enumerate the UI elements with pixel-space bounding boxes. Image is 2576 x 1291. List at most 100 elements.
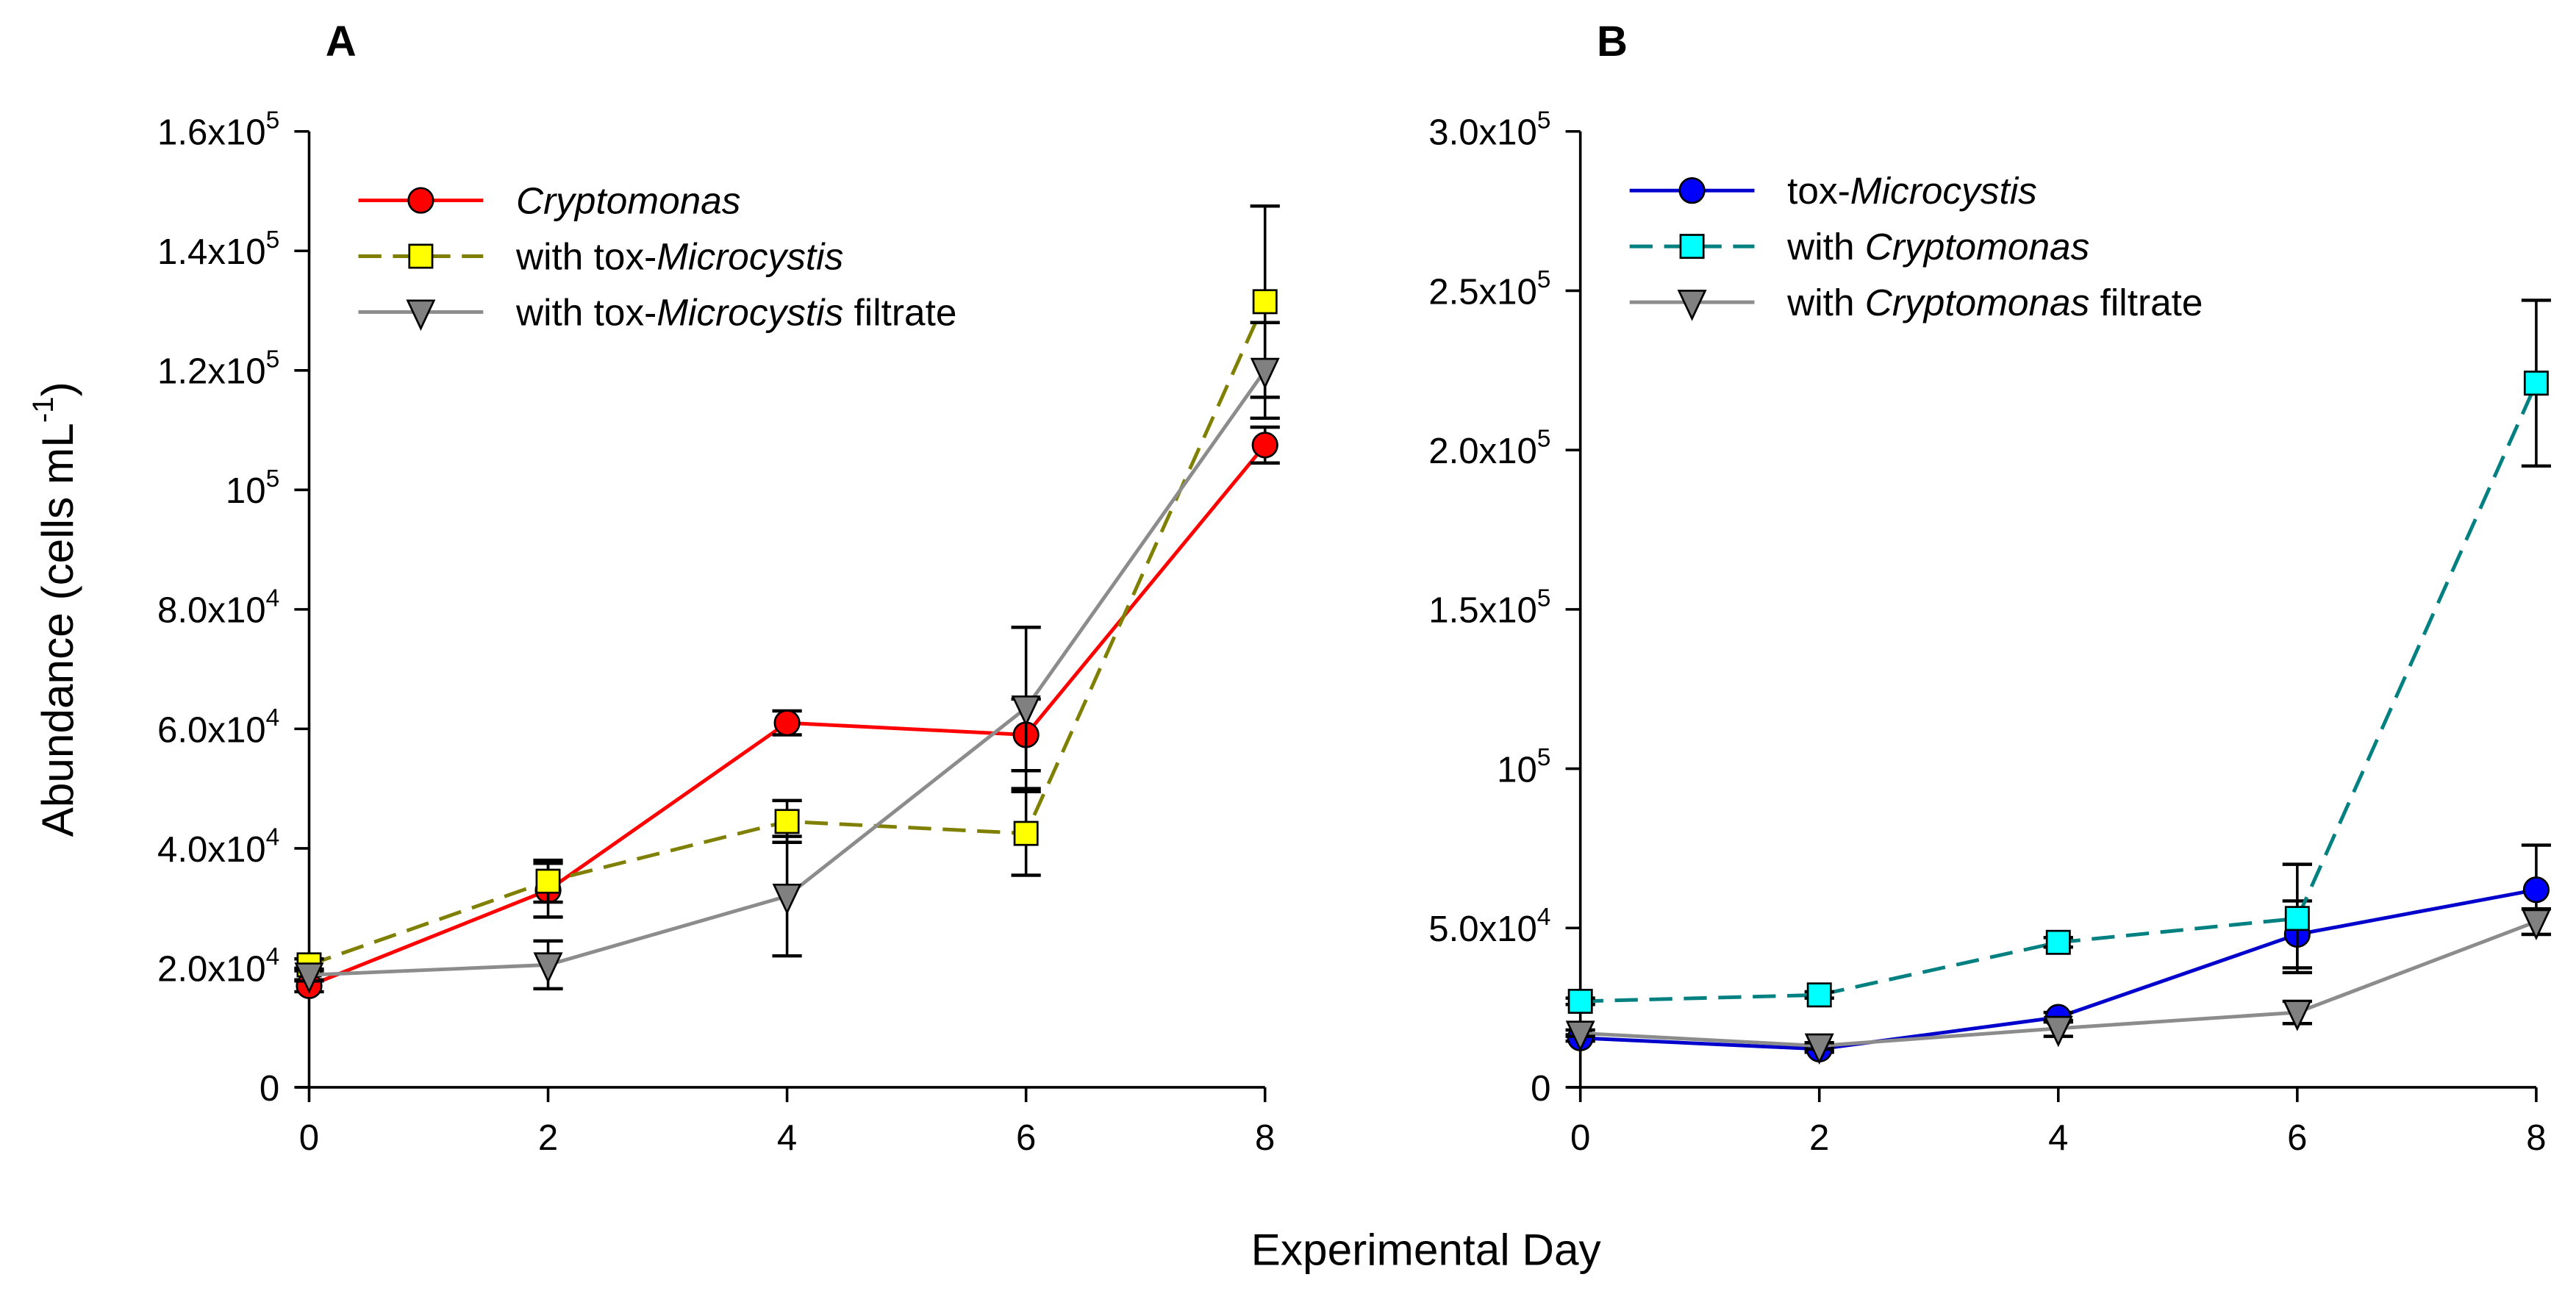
legend-label-part: Cryptomonas: [1865, 225, 2090, 268]
data-point: [2284, 906, 2310, 931]
data-point: [773, 709, 801, 737]
legend-label-part: with tox-: [515, 290, 656, 333]
data-point: [1804, 1033, 1834, 1065]
y-tick-label: 0: [1531, 1069, 1550, 1109]
y-tick-exp: 4: [266, 943, 280, 970]
data-point: [1011, 695, 1041, 727]
x-tick-label: 6: [1016, 1118, 1036, 1158]
y-tick-label: 1.6x105: [157, 107, 279, 152]
y-tick-base: 1.4x10: [157, 232, 266, 272]
y-tick-label: 3.0x105: [1428, 107, 1550, 152]
y-tick-base: 10: [1497, 750, 1537, 790]
data-point: [535, 868, 561, 894]
y-tick-exp: 5: [1537, 107, 1551, 134]
data-point: [1252, 289, 1278, 315]
y-tick-base: 5.0x10: [1428, 909, 1537, 949]
x-tick-label: 4: [2048, 1118, 2068, 1158]
legend-entry: with tox-Microcystis: [358, 235, 843, 277]
legend-label: with Cryptomonas filtrate: [1786, 281, 2203, 323]
legend-label-part: with: [1786, 281, 1865, 323]
y-tick-exp: 5: [266, 107, 280, 134]
y-tick-label: 0: [260, 1069, 279, 1109]
y-tick-label: 105: [226, 465, 279, 511]
legend-label-part: Microcystis: [1850, 169, 2037, 212]
y-tick-base: 0: [260, 1069, 279, 1109]
y-tick-base: 1.2x10: [157, 352, 266, 392]
legend-label-part: filtrate: [843, 290, 956, 333]
legend-marker: [1677, 290, 1707, 321]
y-tick-base: 2.0x10: [1428, 432, 1537, 471]
data-point: [1250, 357, 1280, 390]
legend-marker: [1679, 234, 1705, 260]
y-tick-label: 2.5x105: [1428, 266, 1550, 312]
legend-entry: with Cryptomonas: [1629, 225, 2090, 268]
x-tick-label: 2: [538, 1118, 558, 1158]
legend-marker: [407, 187, 434, 214]
panel-label: A: [326, 18, 357, 65]
legend-marker: [408, 243, 434, 269]
legend-label-part: Cryptomonas: [1865, 281, 2090, 323]
legend-label-part: tox-: [1787, 169, 1850, 212]
legend-label-part: Microcystis: [656, 290, 843, 333]
series-with-cryptomonas-filtrate: [1565, 907, 2552, 1065]
y-tick-label: 1.5x105: [1428, 584, 1550, 630]
y-tick-exp: 4: [266, 704, 280, 732]
y-axis-title-close: ): [32, 382, 82, 396]
y-axis-title-exp: -1: [26, 396, 60, 423]
legend-marker: [406, 299, 436, 331]
y-tick-exp: 5: [1537, 426, 1551, 453]
y-axis-title: Abundance (cells mL-1): [26, 382, 82, 837]
data-point: [2043, 1015, 2073, 1048]
legend-label-part: filtrate: [2089, 281, 2203, 323]
panel-label: B: [1597, 18, 1628, 65]
series-with-tox-microcystis-filtrate: [294, 321, 1280, 994]
series-line: [1580, 382, 2539, 1004]
y-tick-exp: 4: [266, 584, 280, 612]
y-tick-label: 105: [1497, 744, 1550, 790]
series-with-cryptomonas: [1565, 298, 2552, 1014]
y-tick-exp: 5: [266, 465, 280, 493]
y-tick-exp: 4: [266, 823, 280, 851]
legend-label: Cryptomonas: [516, 179, 741, 221]
legend-entry: with Cryptomonas filtrate: [1629, 281, 2203, 323]
x-tick-label: 4: [777, 1118, 797, 1158]
data-point: [1565, 1020, 1595, 1052]
x-tick-label: 0: [299, 1118, 319, 1158]
data-point: [533, 952, 563, 984]
y-tick-exp: 5: [266, 346, 280, 373]
y-tick-label: 4.0x104: [157, 823, 279, 869]
legend-label-part: Cryptomonas: [516, 179, 741, 221]
y-tick-base: 1.6x10: [157, 113, 266, 153]
y-tick-base: 4.0x10: [157, 830, 266, 870]
x-tick-label: 8: [2526, 1118, 2546, 1158]
series-with-tox-microcystis: [294, 204, 1280, 978]
data-point: [1251, 432, 1278, 459]
y-tick-label: 6.0x104: [157, 704, 279, 750]
legend-label: with tox-Microcystis: [515, 235, 843, 277]
x-tick-label: 2: [1809, 1118, 1829, 1158]
data-point: [294, 962, 324, 994]
x-tick-label: 8: [1255, 1118, 1275, 1158]
y-tick-label: 5.0x104: [1428, 904, 1550, 949]
x-tick-label: 6: [2287, 1118, 2307, 1158]
data-point: [2045, 929, 2071, 955]
y-tick-base: 0: [1531, 1069, 1550, 1109]
legend-label-part: Microcystis: [656, 235, 843, 277]
y-tick-exp: 5: [266, 226, 280, 254]
y-tick-base: 3.0x10: [1428, 113, 1537, 153]
y-tick-base: 2.5x10: [1428, 272, 1537, 312]
y-tick-label: 2.0x105: [1428, 426, 1550, 471]
data-point: [772, 883, 802, 915]
legend-label-part: with tox-: [515, 235, 656, 277]
panel-a: A0 2 4 6 802.0x1044.0x1046.0x1048.0x1041051.…: [157, 18, 1280, 1158]
y-tick-base: 8.0x10: [157, 591, 266, 631]
x-tick-label: 0: [1570, 1118, 1590, 1158]
y-tick-base: 1.5x10: [1428, 591, 1537, 631]
legend-label: tox-Microcystis: [1787, 169, 2037, 212]
legend-entry: Cryptomonas: [358, 179, 741, 221]
y-tick-label: 8.0x104: [157, 584, 279, 630]
data-point: [2282, 1000, 2312, 1031]
y-tick-base: 10: [226, 471, 266, 511]
panel-b: B0 2 4 6 805.0x1041051.5x1052.0x1052.5x1053.…: [1428, 18, 2552, 1158]
